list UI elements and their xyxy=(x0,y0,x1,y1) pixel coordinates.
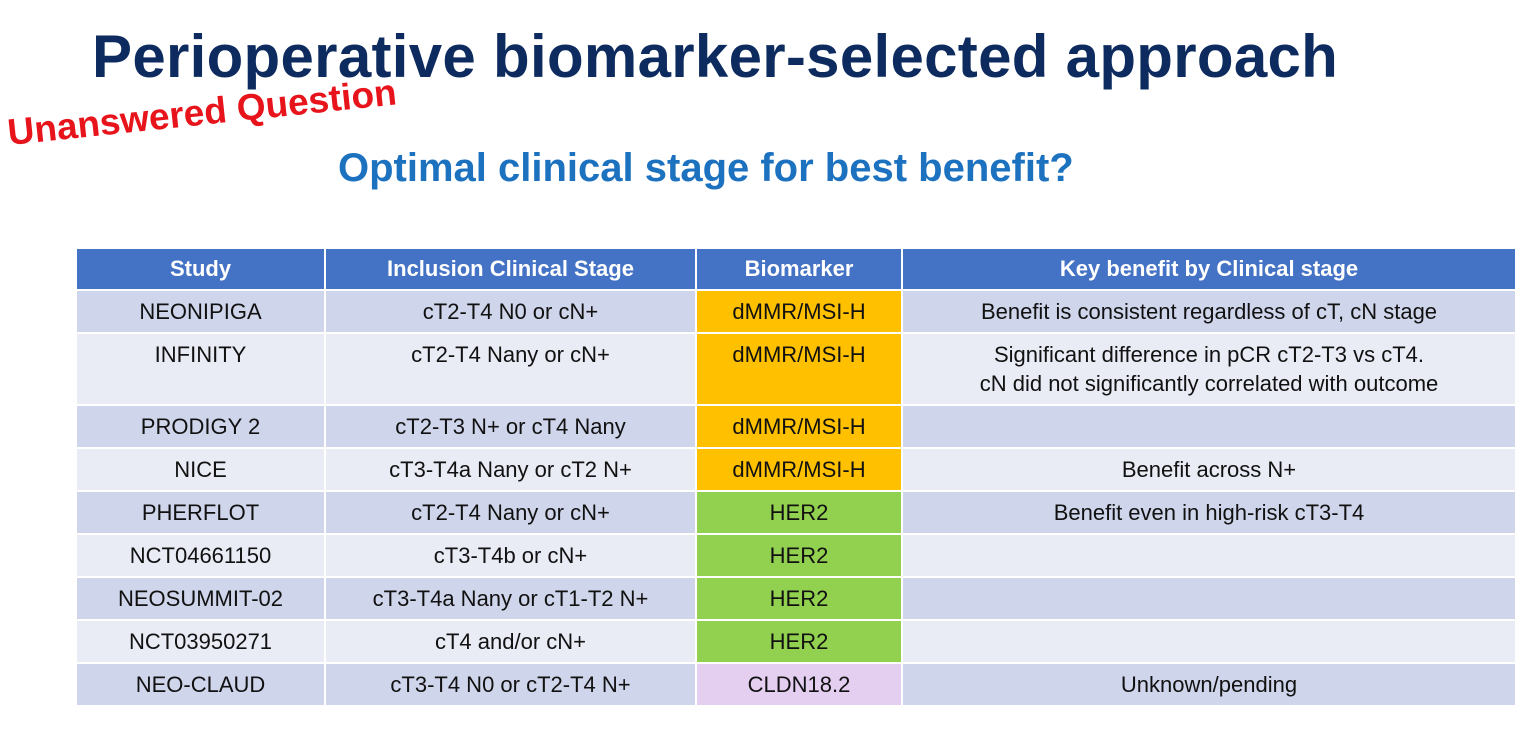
biomarker-cell: CLDN18.2 xyxy=(695,662,903,707)
key-benefit-cell xyxy=(901,619,1517,664)
table-row: NEO-CLAUD cT3-T4 N0 or cT2-T4 N+ CLDN18.2 U… xyxy=(75,662,1517,707)
table-row: NCT03950271 cT4 and/or cN+ HER2 xyxy=(75,619,1517,664)
inclusion-stage-cell: cT2-T3 N+ or cT4 Nany xyxy=(324,404,697,449)
biomarker-cell: HER2 xyxy=(695,533,903,578)
slide-subtitle: Optimal clinical stage for best benefit? xyxy=(338,146,1074,190)
table-row: NEOSUMMIT-02 cT3-T4a Nany or cT1-T2 N+ HER… xyxy=(75,576,1517,621)
slide-title: Perioperative biomarker-selected approac… xyxy=(92,23,1339,90)
study-cell: NEO-CLAUD xyxy=(75,662,326,707)
header-study: Study xyxy=(75,247,326,291)
key-benefit-cell: Unknown/pending xyxy=(901,662,1517,707)
key-benefit-line: Benefit across N+ xyxy=(1121,457,1297,482)
key-benefit-cell xyxy=(901,533,1517,578)
key-benefit-cell xyxy=(901,576,1517,621)
key-benefit-line: Significant difference in pCR cT2-T3 vs … xyxy=(994,342,1424,367)
biomarker-cell: dMMR/MSI-H xyxy=(695,447,903,492)
study-cell: PRODIGY 2 xyxy=(75,404,326,449)
table-row: NEONIPIGA cT2-T4 N0 or cN+ dMMR/MSI-H Benef… xyxy=(75,289,1517,334)
biomarker-cell: HER2 xyxy=(695,576,903,621)
key-benefit-line: Benefit even in high-risk cT3-T4 xyxy=(1053,500,1365,525)
study-cell: NICE xyxy=(75,447,326,492)
table-row: PHERFLOT cT2-T4 Nany or cN+ HER2 Benefit ev… xyxy=(75,490,1517,535)
inclusion-stage-cell: cT3-T4b or cN+ xyxy=(324,533,697,578)
inclusion-stage-cell: cT4 and/or cN+ xyxy=(324,619,697,664)
study-cell: PHERFLOT xyxy=(75,490,326,535)
biomarker-cell: dMMR/MSI-H xyxy=(695,332,903,406)
study-cell: NCT03950271 xyxy=(75,619,326,664)
biomarker-cell: HER2 xyxy=(695,619,903,664)
study-cell: NEOSUMMIT-02 xyxy=(75,576,326,621)
key-benefit-cell: Significant difference in pCR cT2-T3 vs … xyxy=(901,332,1517,406)
biomarker-cell: HER2 xyxy=(695,490,903,535)
biomarker-cell: dMMR/MSI-H xyxy=(695,289,903,334)
table-row: PRODIGY 2 cT2-T3 N+ or cT4 Nany dMMR/MSI-H xyxy=(75,404,1517,449)
inclusion-stage-cell: cT3-T4 N0 or cT2-T4 N+ xyxy=(324,662,697,707)
study-cell: NEONIPIGA xyxy=(75,289,326,334)
key-benefit-line: cN did not significantly correlated with… xyxy=(979,371,1439,396)
inclusion-stage-cell: cT3-T4a Nany or cT1-T2 N+ xyxy=(324,576,697,621)
header-key-benefit: Key benefit by Clinical stage xyxy=(901,247,1517,291)
table-row: NCT04661150 cT3-T4b or cN+ HER2 xyxy=(75,533,1517,578)
key-benefit-cell xyxy=(901,404,1517,449)
key-benefit-cell: Benefit even in high-risk cT3-T4 xyxy=(901,490,1517,535)
key-benefit-line: Benefit is consistent regardless of cT, … xyxy=(980,299,1438,324)
table-row: INFINITY cT2-T4 Nany or cN+ dMMR/MSI-H Sign… xyxy=(75,332,1517,406)
biomarker-cell: dMMR/MSI-H xyxy=(695,404,903,449)
header-inclusion-stage: Inclusion Clinical Stage xyxy=(324,247,697,291)
studies-table: Study Inclusion Clinical Stage Biomarker… xyxy=(75,247,1517,707)
inclusion-stage-cell: cT2-T4 N0 or cN+ xyxy=(324,289,697,334)
inclusion-stage-cell: cT3-T4a Nany or cT2 N+ xyxy=(324,447,697,492)
table-row: NICE cT3-T4a Nany or cT2 N+ dMMR/MSI-H Bene… xyxy=(75,447,1517,492)
key-benefit-line: Unknown/pending xyxy=(1120,672,1298,697)
key-benefit-cell: Benefit is consistent regardless of cT, … xyxy=(901,289,1517,334)
study-cell: INFINITY xyxy=(75,332,326,406)
header-biomarker: Biomarker xyxy=(695,247,903,291)
inclusion-stage-cell: cT2-T4 Nany or cN+ xyxy=(324,490,697,535)
table-header-row: Study Inclusion Clinical Stage Biomarker… xyxy=(75,247,1517,291)
study-cell: NCT04661150 xyxy=(75,533,326,578)
inclusion-stage-cell: cT2-T4 Nany or cN+ xyxy=(324,332,697,406)
table-body: NEONIPIGA cT2-T4 N0 or cN+ dMMR/MSI-H Benef… xyxy=(75,289,1517,707)
key-benefit-cell: Benefit across N+ xyxy=(901,447,1517,492)
